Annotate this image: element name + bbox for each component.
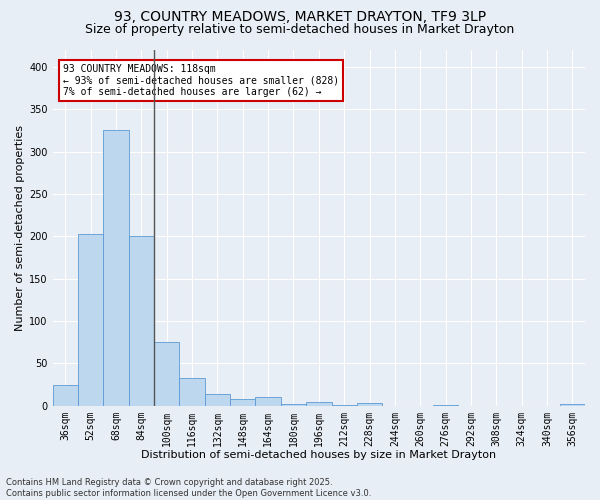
Bar xyxy=(205,394,230,406)
Bar xyxy=(154,342,179,406)
Text: Size of property relative to semi-detached houses in Market Drayton: Size of property relative to semi-detach… xyxy=(85,22,515,36)
Bar xyxy=(230,399,256,406)
X-axis label: Distribution of semi-detached houses by size in Market Drayton: Distribution of semi-detached houses by … xyxy=(141,450,496,460)
Bar xyxy=(357,403,382,406)
Y-axis label: Number of semi-detached properties: Number of semi-detached properties xyxy=(15,125,25,331)
Bar xyxy=(256,398,281,406)
Bar xyxy=(332,405,357,406)
Bar xyxy=(281,404,306,406)
Bar xyxy=(433,405,458,406)
Bar xyxy=(179,378,205,406)
Bar xyxy=(560,404,585,406)
Bar xyxy=(129,236,154,406)
Bar xyxy=(103,130,129,406)
Bar xyxy=(306,402,332,406)
Bar xyxy=(53,384,78,406)
Text: 93, COUNTRY MEADOWS, MARKET DRAYTON, TF9 3LP: 93, COUNTRY MEADOWS, MARKET DRAYTON, TF9… xyxy=(114,10,486,24)
Text: 93 COUNTRY MEADOWS: 118sqm
← 93% of semi-detached houses are smaller (828)
7% of: 93 COUNTRY MEADOWS: 118sqm ← 93% of semi… xyxy=(63,64,340,98)
Bar xyxy=(78,234,103,406)
Text: Contains HM Land Registry data © Crown copyright and database right 2025.
Contai: Contains HM Land Registry data © Crown c… xyxy=(6,478,371,498)
